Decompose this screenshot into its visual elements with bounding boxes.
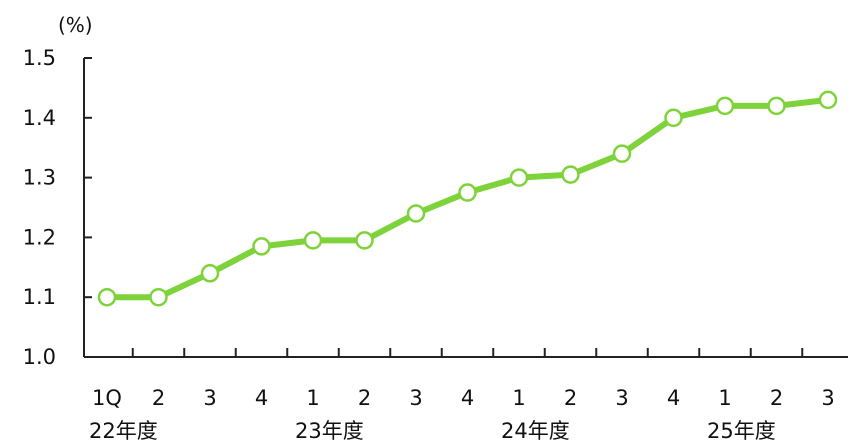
y-tick-label: 1.2 xyxy=(23,225,56,249)
y-tick-label: 1.5 xyxy=(23,46,56,70)
year-label: 22年度 xyxy=(89,419,158,443)
x-ticks: 1Q 2 3 4 1 2 3 4 1 2 3 4 1 2 3 xyxy=(92,348,835,410)
x-tick-label: 1 xyxy=(306,386,319,410)
year-label: 23年度 xyxy=(295,419,364,443)
data-point xyxy=(561,165,580,184)
y-tick-label: 1.3 xyxy=(23,166,56,190)
x-tick-label: 2 xyxy=(152,386,165,410)
x-tick-label: 1 xyxy=(512,386,525,410)
x-tick-label: 4 xyxy=(461,386,474,410)
data-point xyxy=(458,183,477,202)
data-point xyxy=(200,264,220,283)
y-tick-label: 1.1 xyxy=(23,285,56,309)
data-point xyxy=(818,90,838,110)
data-point xyxy=(303,231,323,250)
x-tick-label: 3 xyxy=(821,386,834,410)
x-tick-label: 3 xyxy=(203,386,216,410)
data-point xyxy=(355,231,374,250)
x-tick-label: 2 xyxy=(770,386,783,410)
x-tick-label: 3 xyxy=(409,386,422,410)
y-ticks: 1.0 1.1 1.2 1.3 1.4 1.5 xyxy=(23,46,92,369)
x-tick-label: 4 xyxy=(255,386,268,410)
data-point xyxy=(767,96,786,116)
x-tick-label: 1Q xyxy=(92,386,122,410)
data-points xyxy=(97,90,838,307)
data-point xyxy=(715,96,735,116)
x-tick-label: 2 xyxy=(358,386,371,410)
data-point xyxy=(509,168,529,187)
year-label: 25年度 xyxy=(707,419,776,443)
data-point xyxy=(406,204,426,223)
data-point xyxy=(252,237,271,256)
year-label: 24年度 xyxy=(501,419,570,443)
year-labels: 22年度 23年度 24年度 25年度 xyxy=(89,419,776,443)
data-point xyxy=(149,287,168,307)
y-axis-unit: (%) xyxy=(58,13,93,37)
x-tick-label: 1 xyxy=(718,386,731,410)
x-tick-label: 3 xyxy=(615,386,628,410)
x-tick-label: 4 xyxy=(667,386,680,410)
data-point xyxy=(97,287,117,307)
y-tick-label: 1.4 xyxy=(23,106,56,130)
y-tick-label: 1.0 xyxy=(23,345,56,369)
data-point xyxy=(664,108,683,128)
x-tick-label: 2 xyxy=(564,386,577,410)
data-point xyxy=(612,144,632,163)
